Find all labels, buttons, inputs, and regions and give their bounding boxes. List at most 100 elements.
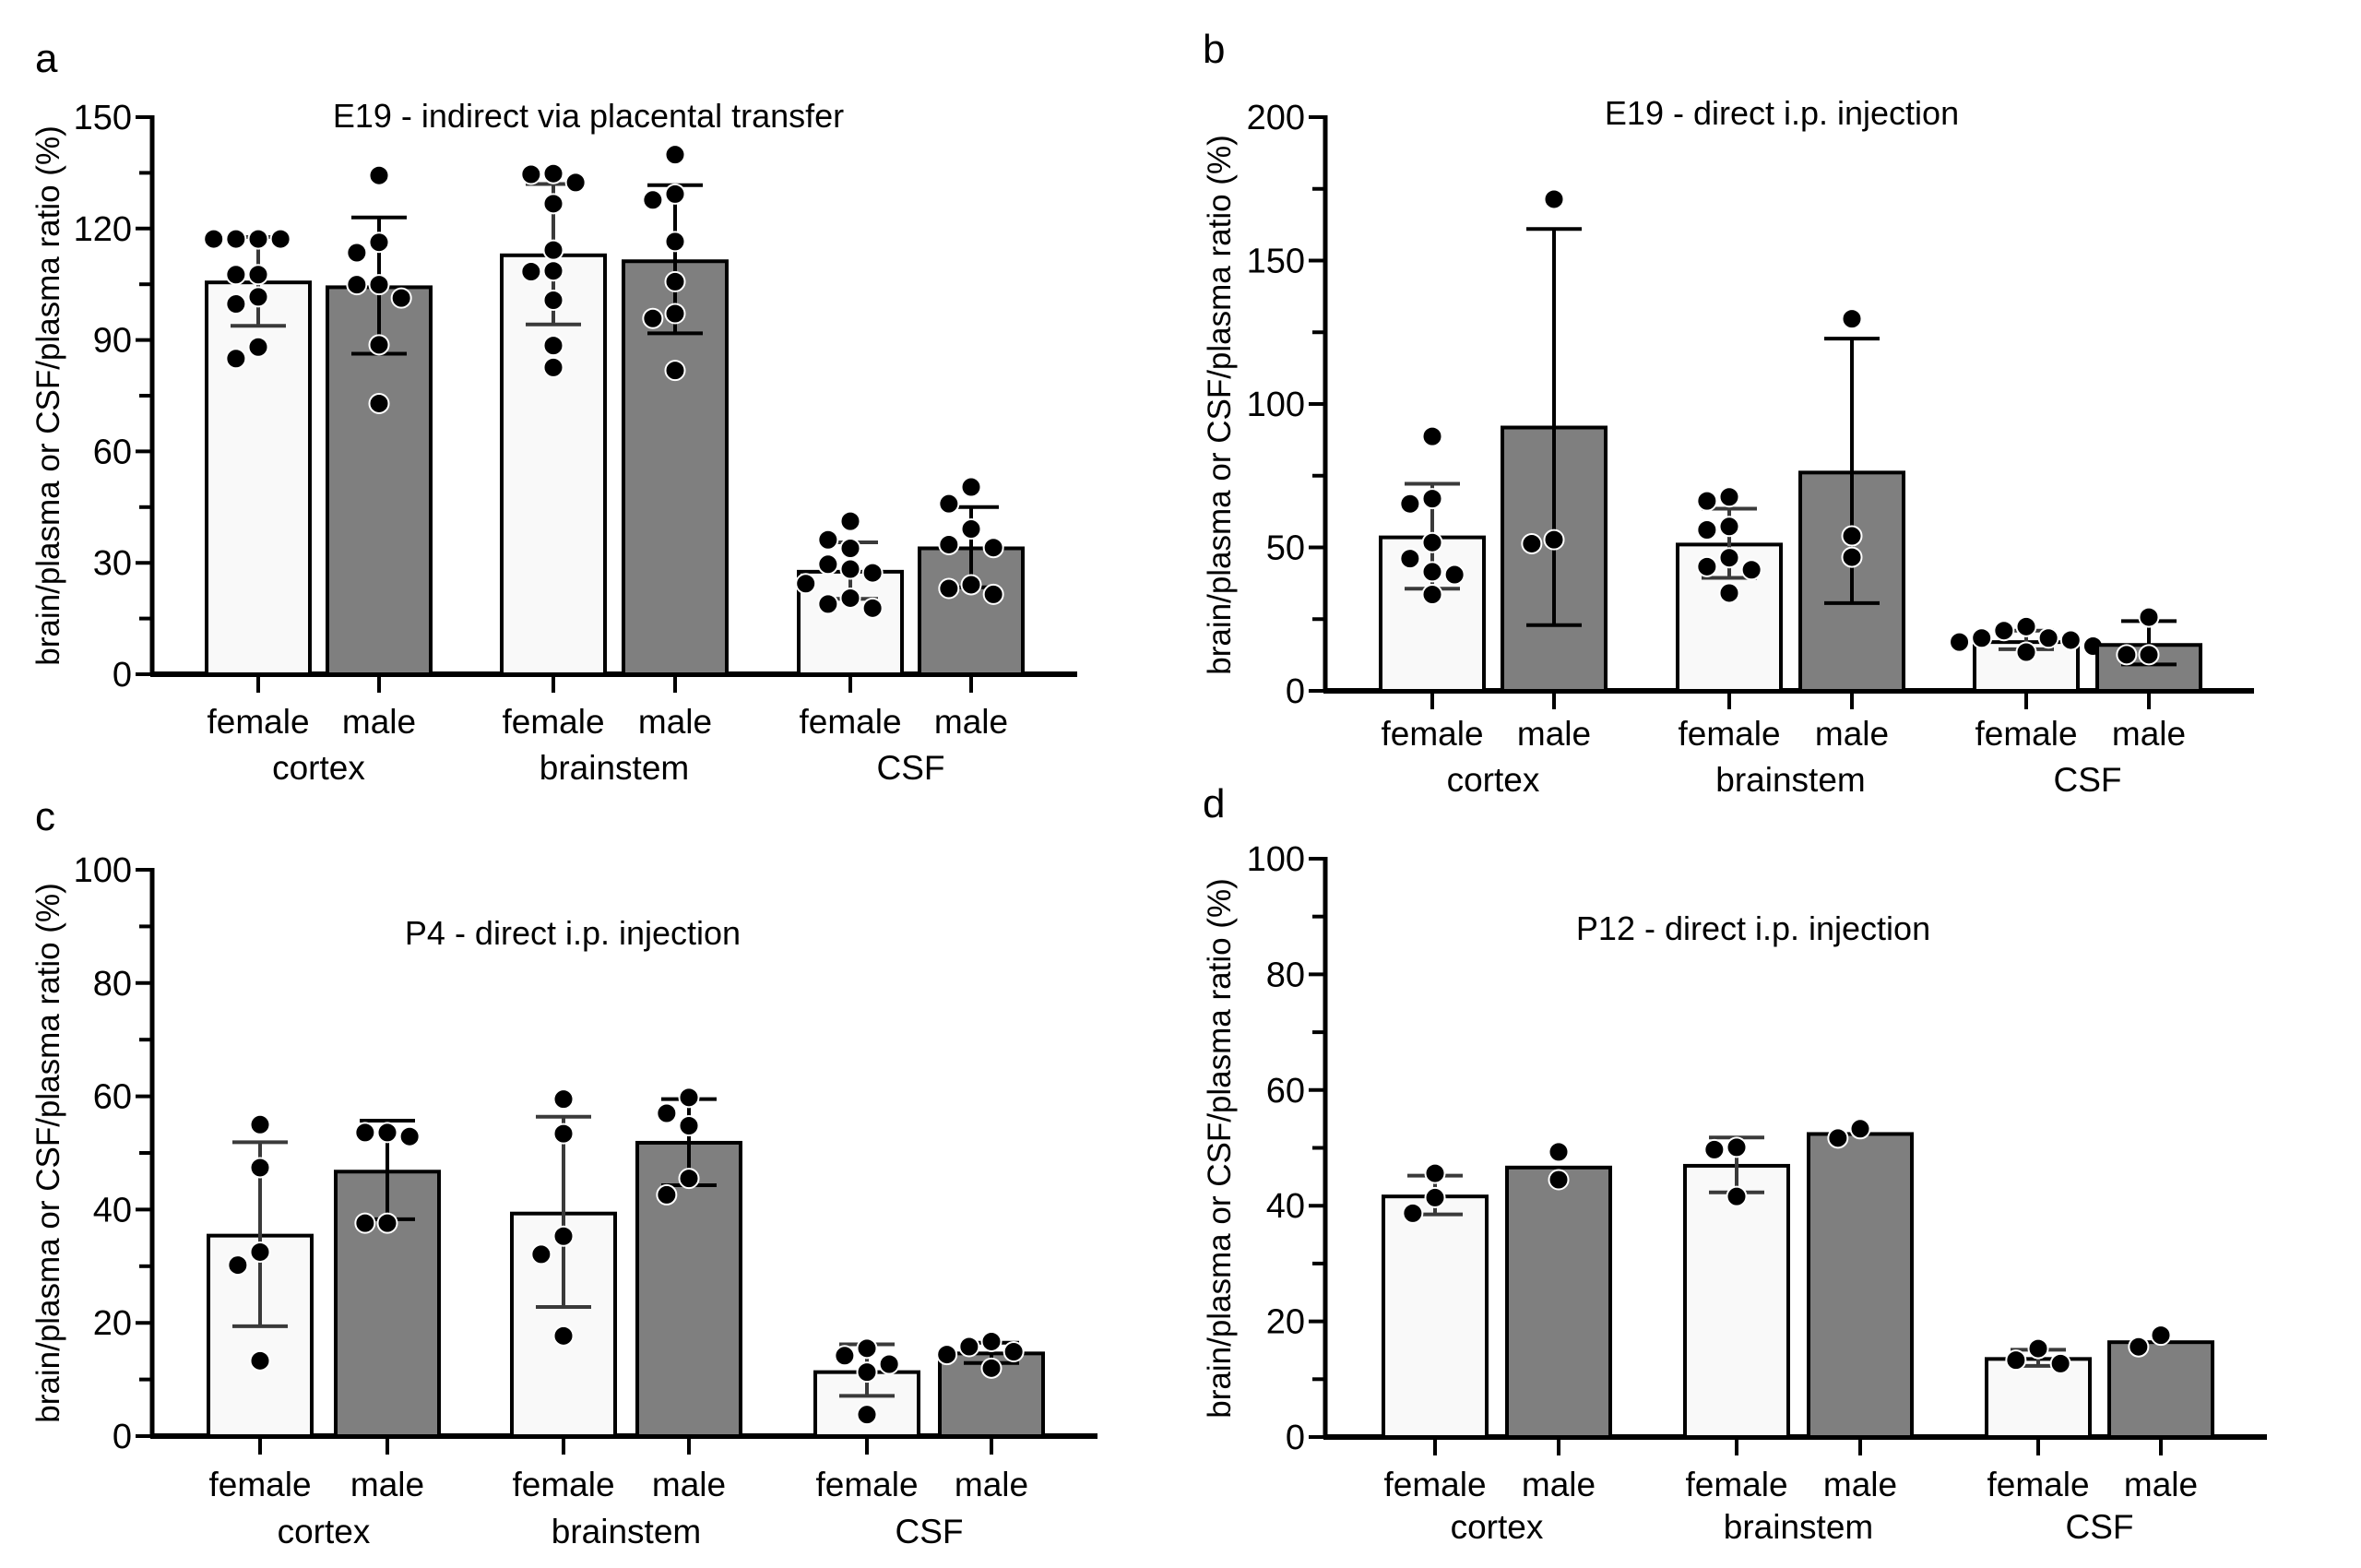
bar <box>1683 1163 1790 1439</box>
data-point <box>2005 1349 2027 1372</box>
chart-title: E19 - indirect via placental transfer <box>333 97 844 135</box>
data-point <box>2015 615 2037 637</box>
data-point <box>839 537 861 559</box>
y-tick-label: 200 <box>1247 99 1305 137</box>
data-point <box>1548 1141 1570 1163</box>
data-point <box>664 360 686 382</box>
x-tick-label: female <box>1678 715 1780 753</box>
data-point <box>656 1102 678 1124</box>
y-tick-label: 40 <box>1266 1187 1305 1226</box>
data-point <box>1718 582 1740 604</box>
x-tick-label: female <box>1987 1466 2089 1503</box>
data-point <box>1849 1118 1871 1140</box>
panel-d: d P12 - direct i.p. injection brain/plas… <box>1202 781 2267 1546</box>
panel-c: c P4 - direct i.p. injection brain/plasm… <box>30 794 1097 1550</box>
data-point <box>354 1212 376 1234</box>
bar-group-brainstem-male <box>622 144 729 676</box>
panel-letter: a <box>35 36 58 81</box>
data-point <box>839 510 861 532</box>
data-point <box>861 597 884 619</box>
x-tick-label: female <box>1383 1466 1486 1503</box>
data-point <box>2037 627 2059 649</box>
data-point <box>1421 488 1443 510</box>
data-point <box>1399 493 1421 515</box>
group-label-brainstem: brainstem <box>1715 761 1865 799</box>
x-tick-label: male <box>350 1466 424 1503</box>
panel-letter: d <box>1203 781 1225 826</box>
group-label-csf: CSF <box>2054 761 2122 799</box>
data-point <box>1740 559 1762 581</box>
group-label-csf: CSF <box>877 749 945 787</box>
y-tick-label: 20 <box>93 1304 132 1343</box>
data-point <box>520 163 542 185</box>
data-point <box>861 562 884 584</box>
x-tick-label: female <box>1381 715 1483 753</box>
data-point <box>530 1243 552 1265</box>
data-point <box>839 587 861 609</box>
bars <box>1382 1118 2214 1440</box>
data-point <box>664 303 686 325</box>
bar-group-csf-male <box>936 1330 1045 1438</box>
data-point <box>249 1241 271 1263</box>
data-point <box>247 336 269 358</box>
data-point <box>2116 644 2138 666</box>
data-point <box>368 232 390 254</box>
data-point <box>2049 1352 2071 1374</box>
y-axis: 0 20 40 60 80 100 <box>74 851 155 1456</box>
plot-area: 0 20 40 60 80 100 female male female male female ma… <box>1247 840 2267 1546</box>
data-point <box>1443 564 1465 586</box>
data-point <box>1726 1185 1748 1207</box>
data-point <box>552 1225 575 1247</box>
data-point <box>542 290 564 312</box>
bar-group-cortex-male <box>326 164 433 676</box>
y-tick-label: 50 <box>1266 529 1305 568</box>
data-point <box>346 242 368 264</box>
y-tick-label: 150 <box>1247 243 1305 281</box>
plot-area: 0 20 40 60 80 100 female male female male female ma… <box>74 851 1097 1550</box>
data-point <box>225 228 247 250</box>
data-point <box>376 1212 398 1234</box>
data-point <box>642 189 664 211</box>
y-tick-label: 60 <box>93 1078 132 1117</box>
data-point <box>856 1337 878 1360</box>
data-point <box>982 583 1004 605</box>
data-point <box>1696 490 1718 512</box>
bar <box>1505 1165 1612 1439</box>
data-point <box>1402 1202 1424 1224</box>
bar-group-csf-male <box>2095 606 2202 693</box>
data-point <box>542 239 564 261</box>
data-point <box>1841 525 1863 547</box>
bar-group-brainstem-male <box>635 1087 742 1438</box>
y-tick-label: 30 <box>93 544 132 583</box>
data-point <box>960 574 982 596</box>
data-point <box>664 183 686 205</box>
bar <box>1985 1357 2092 1439</box>
data-point <box>664 144 686 166</box>
y-tick-label: 0 <box>1286 672 1305 711</box>
x-tick-label: female <box>207 703 309 741</box>
data-point <box>1827 1127 1849 1149</box>
data-point <box>368 392 390 414</box>
x-tick-label: male <box>1522 1466 1596 1503</box>
panel-a: a E19 - indirect via placental transfer … <box>30 36 1077 787</box>
data-point <box>225 293 247 315</box>
data-point <box>1718 486 1740 508</box>
data-point <box>1421 561 1443 583</box>
data-point <box>795 573 817 595</box>
data-point <box>247 228 269 250</box>
data-point <box>678 1087 700 1109</box>
y-tick-label: 60 <box>1266 1072 1305 1111</box>
data-point <box>936 1344 958 1366</box>
bar <box>2107 1340 2214 1439</box>
x-tick-label: female <box>512 1466 614 1503</box>
data-point <box>2138 644 2160 666</box>
bar-group-csf-male <box>918 476 1025 676</box>
data-point <box>938 493 960 515</box>
data-point <box>878 1353 900 1375</box>
data-point <box>368 164 390 186</box>
x-tick-label: female <box>1685 1466 1787 1503</box>
bars <box>207 1087 1045 1439</box>
data-point <box>960 476 982 498</box>
data-point <box>368 274 390 296</box>
